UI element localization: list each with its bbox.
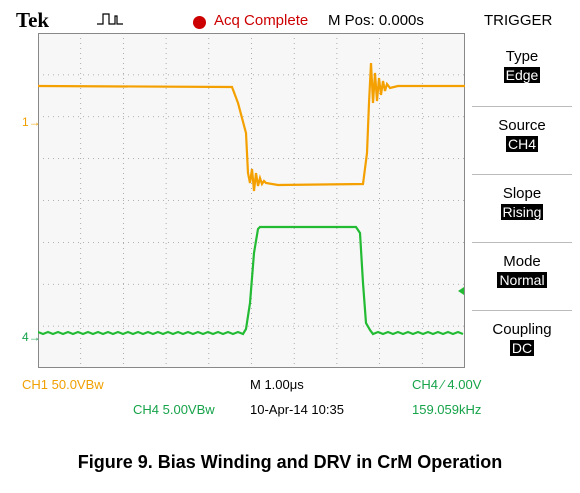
oscilloscope-screen: Tek Acq Complete M Pos: 0.000s TRIGGER 1… — [16, 8, 572, 417]
date-time-readout: 10-Apr-14 10:35 — [250, 402, 344, 417]
menu-item-value: Rising — [500, 204, 544, 220]
ch4-ground-marker: 4→ — [22, 330, 41, 344]
menu-item-value: Edge — [503, 67, 541, 83]
menu-item-label: Source — [498, 117, 546, 134]
menu-item-value: CH4 — [505, 136, 538, 152]
run-status-dot — [193, 16, 206, 29]
waveform-graticule — [36, 33, 465, 368]
ch1-waveform — [37, 62, 465, 192]
menu-item-slope[interactable]: Slope Rising — [472, 174, 572, 243]
trigger-readout: CH4 ∕ 4.00V — [412, 377, 482, 392]
trigger-menu-title: TRIGGER — [484, 12, 553, 29]
menu-item-mode[interactable]: Mode Normal — [472, 242, 572, 311]
brand-logo: Tek — [16, 8, 50, 32]
trigger-level-marker-icon — [458, 287, 464, 295]
timebase-readout: M 1.00μs — [250, 377, 304, 392]
ch1-scale-readout: CH1 50.0VBᴡ — [22, 377, 104, 392]
menu-item-source[interactable]: Source CH4 — [472, 106, 572, 175]
menu-item-label: Type — [505, 48, 539, 65]
frequency-readout: 159.059kHz — [412, 402, 482, 417]
ch1-ground-marker: 1→ — [22, 115, 41, 129]
menu-item-label: Slope — [502, 185, 542, 202]
horizontal-position: M Pos: 0.000s — [328, 12, 424, 29]
figure-caption: Figure 9. Bias Winding and DRV in CrM Op… — [77, 452, 503, 472]
trigger-menu: Type Edge Source CH4 Slope Rising Mode N… — [472, 38, 572, 368]
menu-item-coupling[interactable]: Coupling DC — [472, 310, 572, 379]
acquisition-status: Acq Complete — [214, 12, 309, 29]
menu-item-label: Coupling — [492, 321, 552, 338]
ch4-scale-readout: CH4 5.00VBᴡ — [133, 402, 215, 417]
menu-item-value: DC — [509, 340, 535, 356]
menu-item-type[interactable]: Type Edge — [472, 38, 572, 106]
menu-item-value: Normal — [497, 272, 547, 288]
waveform-plot — [36, 33, 465, 368]
menu-item-label: Mode — [503, 253, 541, 270]
ch4-waveform — [36, 225, 464, 336]
pulse-trigger-icon — [97, 13, 123, 25]
